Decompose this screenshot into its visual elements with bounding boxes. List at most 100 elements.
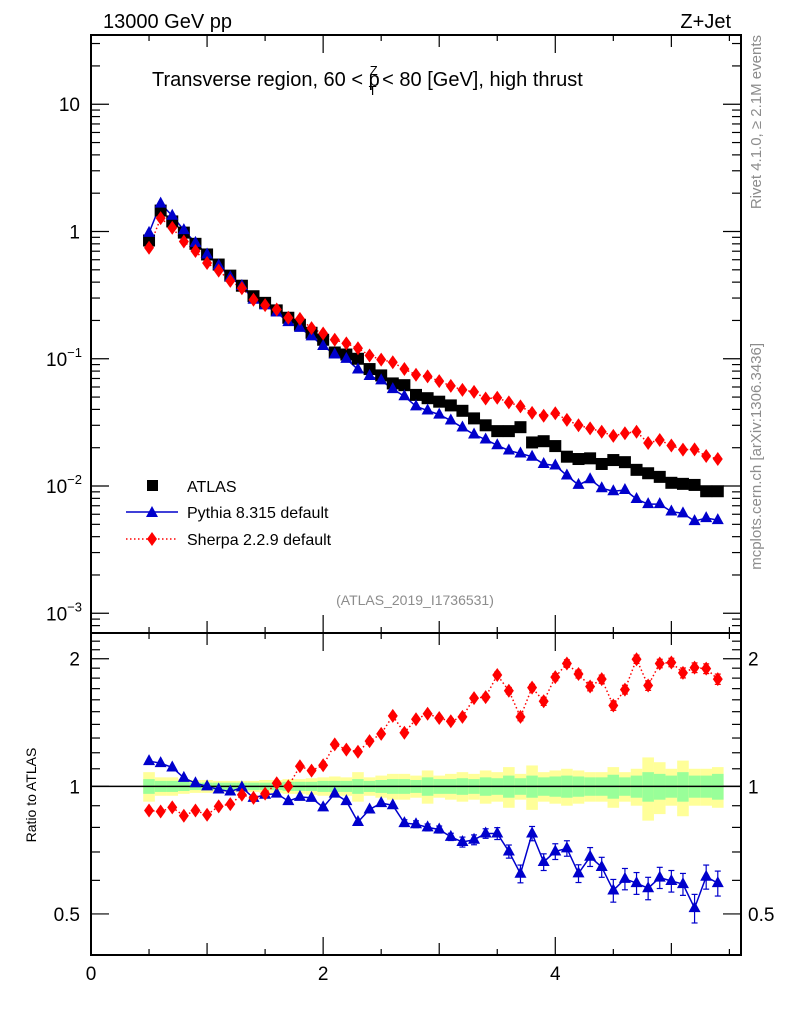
sherpa-ratio-point bbox=[387, 708, 398, 723]
legend-marker-sherpa bbox=[147, 532, 157, 546]
y-tick-label: 10−1 bbox=[46, 345, 82, 371]
pythia-ratio-point bbox=[293, 789, 306, 801]
sherpa-ratio-point bbox=[677, 665, 688, 680]
title-pre: Transverse region, 60 < p bbox=[152, 69, 380, 91]
sherpa-ratio-point bbox=[352, 744, 363, 759]
atlas-point bbox=[549, 440, 562, 453]
pythia-ratio-point bbox=[688, 901, 701, 913]
pythia-point bbox=[177, 223, 190, 235]
sherpa-point bbox=[155, 211, 166, 226]
sherpa-ratio-point bbox=[561, 656, 572, 671]
sherpa-ratio-point bbox=[167, 800, 178, 815]
y-tick-label: 10−3 bbox=[46, 599, 82, 625]
ratio-y-tick-label-right: 1 bbox=[748, 777, 759, 798]
pythia-point bbox=[410, 399, 422, 411]
sherpa-ratio-point bbox=[538, 694, 549, 709]
atlas-point bbox=[607, 454, 620, 467]
sherpa-ratio-point bbox=[236, 787, 247, 802]
sherpa-ratio-point bbox=[364, 734, 375, 749]
pythia-ratio-point bbox=[595, 860, 608, 872]
y-tick-label-exp: −3 bbox=[67, 599, 82, 614]
sherpa-ratio-point bbox=[608, 698, 619, 713]
pythia-ratio-point bbox=[270, 786, 283, 798]
pythia-ratio-point bbox=[700, 869, 713, 881]
y-tick-label: 10 bbox=[59, 95, 80, 116]
title-sup: Z bbox=[370, 63, 378, 78]
sherpa-ratio-point bbox=[585, 679, 596, 694]
pythia-ratio-point bbox=[491, 826, 504, 838]
legend-label-sherpa: Sherpa 2.2.9 default bbox=[187, 532, 332, 549]
pythia-ratio-point bbox=[421, 820, 434, 832]
sherpa-point bbox=[422, 369, 433, 384]
sherpa-ratio-point bbox=[712, 672, 723, 687]
y-tick-label-exp: −2 bbox=[67, 472, 82, 487]
pythia-point bbox=[317, 338, 330, 350]
atlas-point bbox=[572, 453, 585, 466]
pythia-ratio-point bbox=[607, 883, 620, 895]
pythia-ratio-point bbox=[514, 866, 527, 878]
atlas-point bbox=[351, 352, 364, 365]
pythia-point bbox=[711, 513, 724, 525]
mcplots-label: mcplots.cern.ch [arXiv:1306.3436] bbox=[748, 343, 765, 570]
pythia-ratio-point bbox=[526, 826, 539, 838]
pythia-point bbox=[514, 446, 527, 458]
pythia-point bbox=[665, 504, 678, 516]
sherpa-ratio-point bbox=[178, 808, 189, 823]
y-tick-label-base: 10 bbox=[46, 477, 67, 498]
sherpa-point bbox=[178, 234, 189, 249]
sherpa-ratio-point bbox=[399, 725, 410, 740]
sherpa-ratio-point bbox=[213, 799, 224, 814]
legend-label-atlas: ATLAS bbox=[187, 479, 237, 496]
pythia-point bbox=[154, 196, 167, 208]
sherpa-point bbox=[213, 263, 224, 278]
sherpa-point bbox=[643, 435, 654, 450]
atlas-point bbox=[433, 395, 446, 408]
pythia-ratio-point bbox=[630, 876, 643, 888]
pythia-ratio-point bbox=[676, 877, 689, 889]
rivet-label: Rivet 4.1.0, ≥ 2.1M events bbox=[748, 35, 765, 209]
pythia-point bbox=[584, 472, 597, 484]
ratio-y-tick-label-right: 0.5 bbox=[748, 905, 774, 926]
sherpa-ratio-point bbox=[631, 652, 642, 667]
pythia-point bbox=[572, 477, 585, 489]
header-right: Z+Jet bbox=[680, 11, 731, 33]
sherpa-ratio-point bbox=[445, 714, 456, 729]
atlas-point bbox=[456, 404, 469, 417]
sherpa-point bbox=[445, 378, 456, 393]
atlas-point bbox=[143, 234, 156, 247]
pythia-point bbox=[618, 483, 631, 495]
atlas-point bbox=[421, 392, 434, 405]
sherpa-point bbox=[434, 374, 445, 389]
sherpa-ratio-point bbox=[503, 683, 514, 698]
sherpa-ratio-point bbox=[689, 660, 700, 675]
atlas-point bbox=[584, 452, 597, 465]
atlas-point bbox=[514, 421, 527, 434]
sherpa-point bbox=[341, 336, 352, 351]
legend-marker-atlas bbox=[147, 480, 158, 491]
pythia-ratio-point bbox=[572, 866, 585, 878]
pythia-ratio-point bbox=[456, 835, 469, 847]
y-tick-label-base: 10 bbox=[46, 350, 67, 371]
pythia-ratio-point bbox=[537, 854, 550, 866]
sherpa-point bbox=[202, 255, 213, 270]
sherpa-ratio-point bbox=[318, 758, 329, 773]
sherpa-ratio-point bbox=[329, 737, 340, 752]
pythia-point bbox=[421, 403, 434, 415]
sherpa-ratio-point bbox=[492, 667, 503, 682]
sherpa-point bbox=[469, 384, 480, 399]
sherpa-point bbox=[596, 424, 607, 439]
pythia-ratio-point bbox=[177, 770, 190, 782]
sherpa-ratio-point bbox=[434, 711, 445, 726]
pythia-ratio-point bbox=[502, 844, 515, 856]
pythia-point bbox=[700, 511, 713, 523]
pythia-ratio-point bbox=[340, 794, 353, 806]
pythia-ratio-point bbox=[305, 790, 318, 802]
sherpa-ratio-point bbox=[457, 709, 468, 724]
sherpa-point bbox=[260, 298, 271, 313]
pythia-point bbox=[166, 208, 179, 220]
sherpa-point bbox=[352, 341, 363, 356]
pythia-ratio-point bbox=[212, 782, 225, 794]
pythia-ratio-point bbox=[433, 822, 446, 834]
atlas-point bbox=[676, 477, 689, 490]
header-left: 13000 GeV pp bbox=[103, 11, 232, 33]
